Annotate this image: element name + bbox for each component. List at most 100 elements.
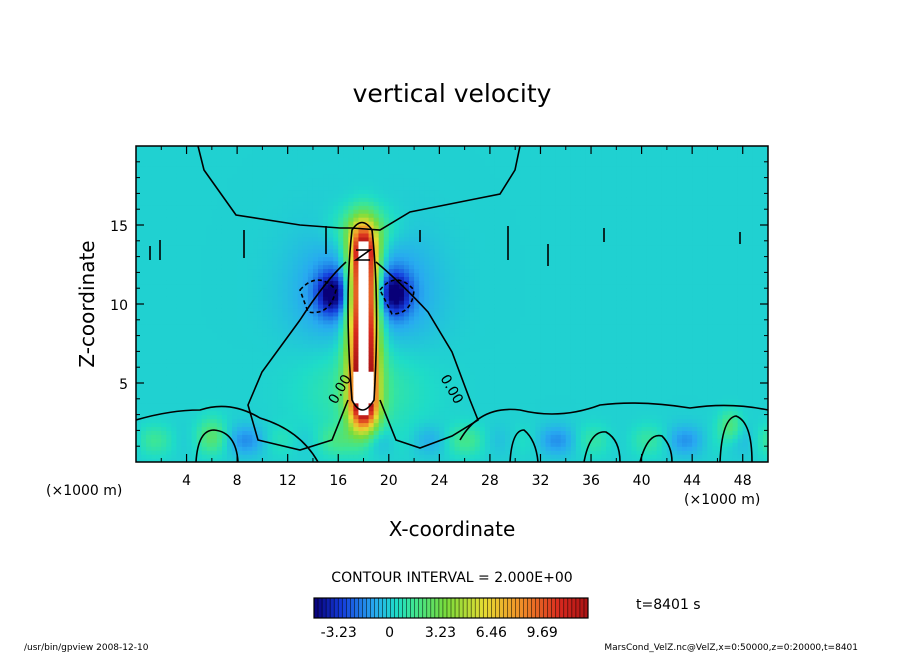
heatmap-cell [237,402,243,408]
heatmap-cell [292,177,299,183]
heatmap-cell [146,201,152,206]
heatmap-cell [242,347,248,352]
heatmap-cell [282,149,289,155]
heatmap-cell [252,402,258,408]
heatmap-cell [439,177,446,183]
heatmap-cell [343,288,349,293]
heatmap-cell [287,146,294,151]
heatmap-cell [267,398,274,404]
heatmap-cell [333,454,339,459]
heatmap-cell [186,319,193,325]
heatmap-cell [141,256,147,262]
heatmap-cell [393,146,400,151]
heatmap-cell [262,288,269,293]
heatmap-cell [383,296,390,301]
heatmap-cell [338,173,344,179]
heatmap-cell [166,386,172,392]
heatmap-cell [444,410,451,416]
heatmap-cell [252,422,258,428]
heatmap-cell [333,418,339,424]
heatmap-cell [166,296,172,301]
heatmap-cell [282,264,289,270]
heatmap-cell [338,292,344,297]
heatmap-cell [307,213,314,218]
heatmap-cell [171,371,178,376]
heatmap-cell [201,244,208,250]
heatmap-cell [237,292,243,297]
heatmap-cell [333,284,339,289]
heatmap-cell [343,189,349,194]
heatmap-cell [409,335,415,341]
heatmap-cell [141,410,147,416]
heatmap-cell [434,386,440,392]
heatmap-cell [171,450,178,455]
heatmap-cell [343,335,349,341]
heatmap-cell [237,157,243,163]
heatmap-cell [242,307,248,313]
heatmap-cell [287,240,294,246]
heatmap-cell [257,197,263,202]
heatmap-cell [439,169,446,175]
heatmap-cell [206,351,213,356]
heatmap-cell [403,442,410,447]
heatmap-cell [383,442,390,447]
heatmap-cell [318,355,324,360]
heatmap-cell [247,450,253,455]
heatmap-cell [232,331,238,337]
heatmap-cell [161,379,167,384]
heatmap-cell [439,351,446,356]
heatmap-cell [242,276,248,281]
heatmap-cell [191,307,198,313]
heatmap-cell [307,201,314,206]
heatmap-cell [414,193,420,198]
heatmap-cell [227,406,233,412]
heatmap-cell [353,434,360,439]
heatmap-cell [277,236,284,242]
heatmap-cell [206,153,213,159]
heatmap-cell [333,213,339,218]
heatmap-cell [444,383,451,388]
heatmap-cell [166,450,172,455]
heatmap-cell [444,260,451,266]
heatmap-cell [206,446,213,451]
heatmap-cell [398,438,405,443]
heatmap-cell [343,272,349,277]
heatmap-cell [196,217,203,222]
heatmap-cell [166,248,172,254]
heatmap-cell [368,351,375,356]
heatmap-cell [297,260,304,266]
heatmap-cell [221,288,228,293]
heatmap-cell [171,240,178,246]
heatmap-cell [373,268,380,273]
heatmap-cell [409,225,415,230]
heatmap-cell [419,315,425,321]
heatmap-cell [444,406,451,412]
heatmap-cell [156,276,162,281]
heatmap-cell [201,410,208,416]
heatmap-cell [242,450,248,455]
heatmap-cell [176,264,183,270]
heatmap-cell [424,213,430,218]
heatmap-cell [252,153,258,159]
heatmap-cell [211,248,218,254]
heatmap-cell [353,339,360,345]
heatmap-cell [216,157,223,163]
heatmap-cell [171,221,178,226]
heatmap-cell [221,292,228,297]
heatmap-cell [227,288,233,293]
heatmap-cell [439,454,446,459]
heatmap-cell [429,272,435,277]
heatmap-cell [227,260,233,266]
heatmap-cell [141,157,147,163]
heatmap-cell [328,383,334,388]
heatmap-cell [242,327,248,333]
heatmap-cell [338,280,344,285]
heatmap-cell [328,189,334,194]
heatmap-cell [312,398,319,404]
heatmap-cell [201,371,208,376]
heatmap-cell [439,280,446,285]
heatmap-cell [373,146,380,151]
heatmap-cell [272,414,279,420]
heatmap-cell [146,375,152,380]
heatmap-cell [353,438,360,443]
